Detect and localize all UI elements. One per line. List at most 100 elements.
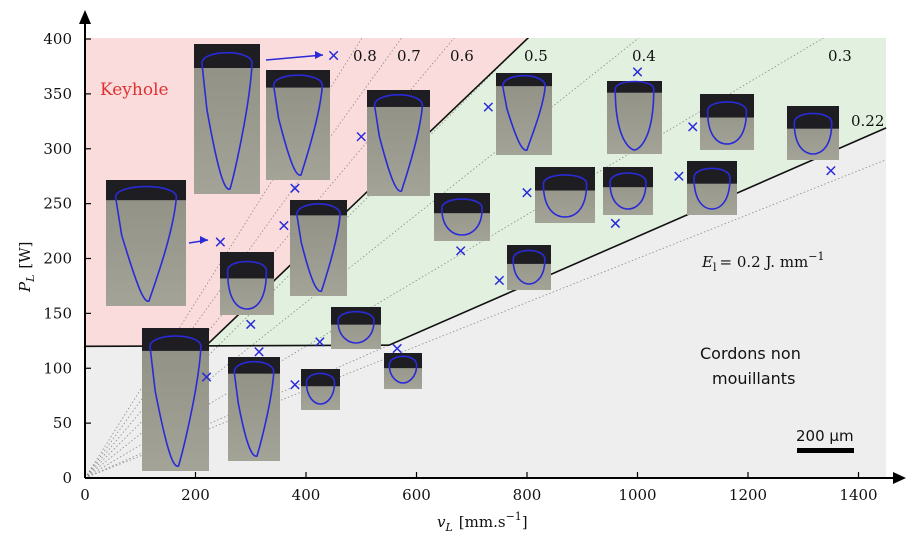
cross-section-inset-5 bbox=[290, 200, 347, 296]
inset-outline-2 bbox=[373, 94, 424, 192]
data-point-9 bbox=[610, 218, 621, 229]
cross-section-inset-19 bbox=[384, 353, 422, 389]
y-tick-label-7: 350 bbox=[43, 85, 72, 103]
inset-background-17 bbox=[228, 357, 280, 461]
cross-section-inset-8 bbox=[700, 94, 754, 150]
cross-section-inset-15 bbox=[331, 307, 381, 349]
iso-energy-label-3: 0.5 bbox=[524, 47, 548, 65]
y-tick-label-2: 100 bbox=[43, 359, 72, 377]
y-tick-label-0: 0 bbox=[62, 469, 72, 487]
data-point-stroke-b-0 bbox=[328, 50, 339, 61]
data-point-stroke-b-12 bbox=[455, 246, 466, 256]
data-point-stroke-b-6 bbox=[674, 171, 684, 181]
data-point-12 bbox=[455, 246, 466, 256]
x-axis-title: vL [mm.s−1] bbox=[437, 510, 528, 534]
inset-background-16 bbox=[142, 328, 209, 471]
data-point-stroke-b-17 bbox=[254, 347, 264, 357]
inset-background-7 bbox=[607, 81, 662, 154]
arrow-head-1 bbox=[200, 236, 208, 244]
data-point-stroke-b-5 bbox=[826, 165, 836, 176]
data-point-6 bbox=[674, 171, 684, 181]
cross-section-inset-9 bbox=[787, 106, 839, 160]
inset-outline-13 bbox=[693, 167, 731, 210]
inset-outline-3 bbox=[114, 185, 178, 302]
data-point-19 bbox=[290, 379, 300, 390]
data-point-stroke-b-15 bbox=[315, 337, 325, 347]
inset-top-14 bbox=[507, 245, 551, 264]
data-point-5 bbox=[826, 165, 836, 176]
data-point-stroke-b-10 bbox=[279, 220, 289, 231]
data-point-16 bbox=[392, 343, 402, 354]
iso-line-7 bbox=[85, 159, 887, 478]
data-point-stroke-b-9 bbox=[610, 218, 621, 229]
data-point-7 bbox=[290, 183, 300, 193]
iso-energy-label-0: 0.8 bbox=[353, 47, 377, 65]
data-point-stroke-b-14 bbox=[246, 319, 256, 330]
inset-outline-8 bbox=[706, 101, 748, 145]
cross-section-inset-2 bbox=[367, 90, 430, 196]
inset-top-16 bbox=[142, 328, 209, 351]
inset-outline-1 bbox=[272, 74, 324, 176]
cross-section-inset-6 bbox=[496, 73, 552, 155]
iso-energy-label-5: 0.3 bbox=[828, 47, 852, 65]
inset-outline-5 bbox=[296, 203, 341, 292]
inset-top-19 bbox=[384, 353, 422, 369]
y-axis-arrow bbox=[79, 10, 91, 24]
cross-section-inset-10 bbox=[434, 193, 490, 241]
inset-top-6 bbox=[496, 73, 552, 87]
data-point-stroke-b-13 bbox=[494, 275, 505, 286]
cross-section-inset-11 bbox=[535, 167, 595, 223]
iso-line-2 bbox=[85, 38, 455, 478]
y-axis-title: PL[W] bbox=[16, 241, 37, 293]
inset-background-2 bbox=[367, 90, 430, 196]
x-axis-arrow bbox=[893, 472, 906, 484]
data-point-0 bbox=[328, 50, 339, 61]
inset-outline-14 bbox=[512, 249, 546, 285]
cross-section-inset-3 bbox=[106, 180, 186, 306]
inset-outline-17 bbox=[233, 360, 275, 457]
cross-section-inset-13 bbox=[687, 161, 737, 215]
inset-top-4 bbox=[220, 252, 274, 279]
inset-top-10 bbox=[434, 193, 490, 214]
cross-section-inset-18 bbox=[301, 369, 340, 410]
inset-outline-18 bbox=[305, 372, 336, 405]
data-point-stroke-b-1 bbox=[632, 67, 643, 77]
inset-top-18 bbox=[301, 369, 340, 387]
x-tick-label-3: 600 bbox=[402, 486, 431, 504]
data-point-14 bbox=[246, 319, 256, 330]
x-tick-label-0: 0 bbox=[80, 486, 90, 504]
arrow-head-0 bbox=[315, 51, 323, 59]
inset-outline-0 bbox=[201, 52, 253, 190]
cross-section-inset-16 bbox=[142, 328, 209, 471]
axes bbox=[79, 10, 906, 484]
non-wetting-label-line2: mouillants bbox=[712, 369, 795, 388]
inset-top-15 bbox=[331, 307, 381, 325]
x-tick-label-7: 1400 bbox=[839, 486, 877, 504]
inset-outline-10 bbox=[441, 198, 483, 236]
scale-bar bbox=[797, 448, 854, 453]
inset-background-0 bbox=[194, 44, 260, 194]
inset-top-3 bbox=[106, 180, 186, 201]
data-point-1 bbox=[632, 67, 643, 77]
data-point-18 bbox=[201, 372, 212, 382]
data-point-stroke-b-8 bbox=[522, 187, 532, 198]
inset-outline-16 bbox=[149, 335, 202, 467]
inset-background-1 bbox=[266, 70, 330, 180]
inset-outline-6 bbox=[501, 75, 547, 151]
data-point-stroke-b-16 bbox=[392, 343, 402, 354]
iso-energy-label-2: 0.6 bbox=[450, 47, 474, 65]
inset-background-3 bbox=[106, 180, 186, 306]
tick-labels: 0 200 400 600 800 1000 1200 1400 0 50 100 150 200 250… bbox=[43, 30, 877, 504]
y-tick-label-1: 50 bbox=[53, 414, 72, 432]
non-wetting-label-line1: Cordons non bbox=[700, 344, 801, 363]
keyhole-label: Keyhole bbox=[100, 80, 169, 100]
y-tick-label-8: 400 bbox=[43, 30, 72, 48]
inset-top-13 bbox=[687, 161, 737, 184]
inset-outline-19 bbox=[388, 355, 418, 384]
cross-section-insets bbox=[106, 44, 839, 471]
data-point-stroke-b-18 bbox=[201, 372, 212, 382]
data-point-stroke-b-4 bbox=[356, 131, 366, 142]
cross-section-inset-0 bbox=[194, 44, 260, 194]
y-tick-label-3: 150 bbox=[43, 304, 72, 322]
x-tick-label-5: 1000 bbox=[618, 486, 656, 504]
